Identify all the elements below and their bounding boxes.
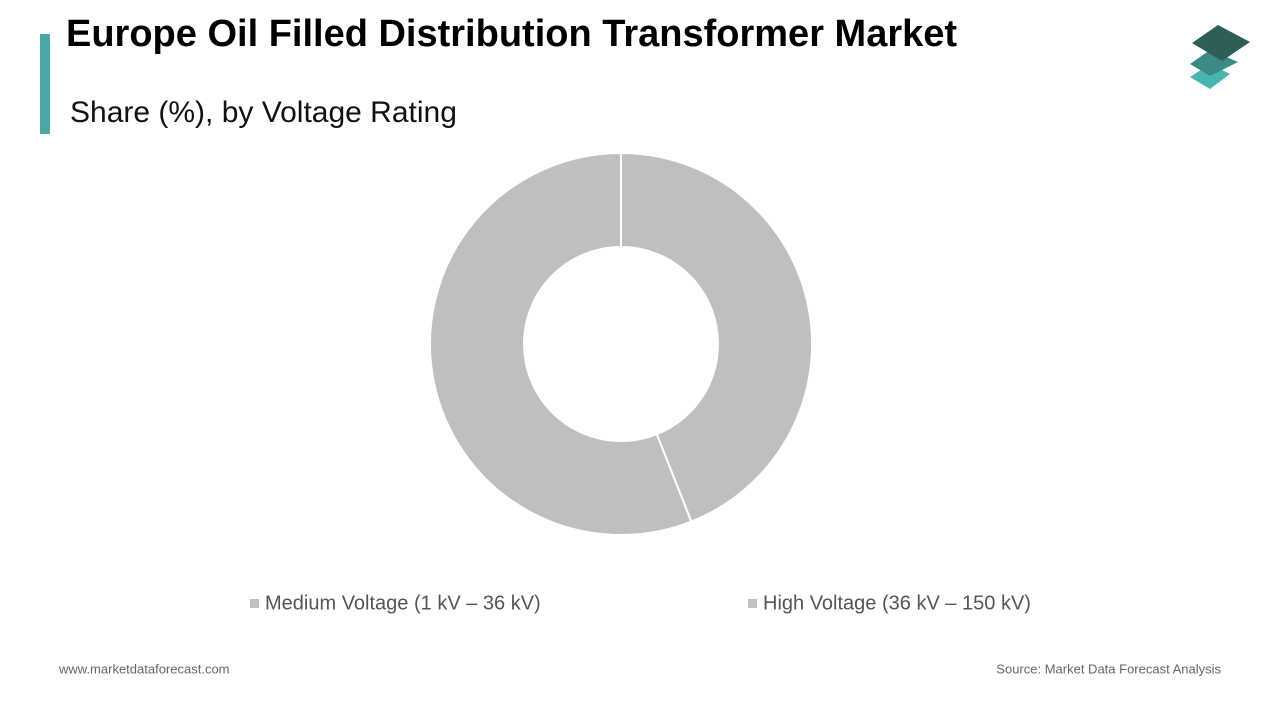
- accent-bar: [40, 34, 50, 134]
- legend-label: High Voltage (36 kV – 150 kV): [763, 592, 1031, 614]
- logo: [1190, 25, 1250, 89]
- slice: [429, 151, 693, 536]
- legend-label: Medium Voltage (1 kV – 36 kV): [265, 592, 541, 614]
- legend-marker: [748, 599, 757, 608]
- chart-title: Europe Oil Filled Distribution Transform…: [66, 13, 957, 55]
- legend-marker: [250, 599, 259, 608]
- source: Source: Market Data Forecast Analysis: [996, 661, 1221, 676]
- slice: [620, 151, 813, 523]
- website: www.marketdataforecast.com: [58, 661, 230, 676]
- chart-subtitle: Share (%), by Voltage Rating: [70, 96, 457, 129]
